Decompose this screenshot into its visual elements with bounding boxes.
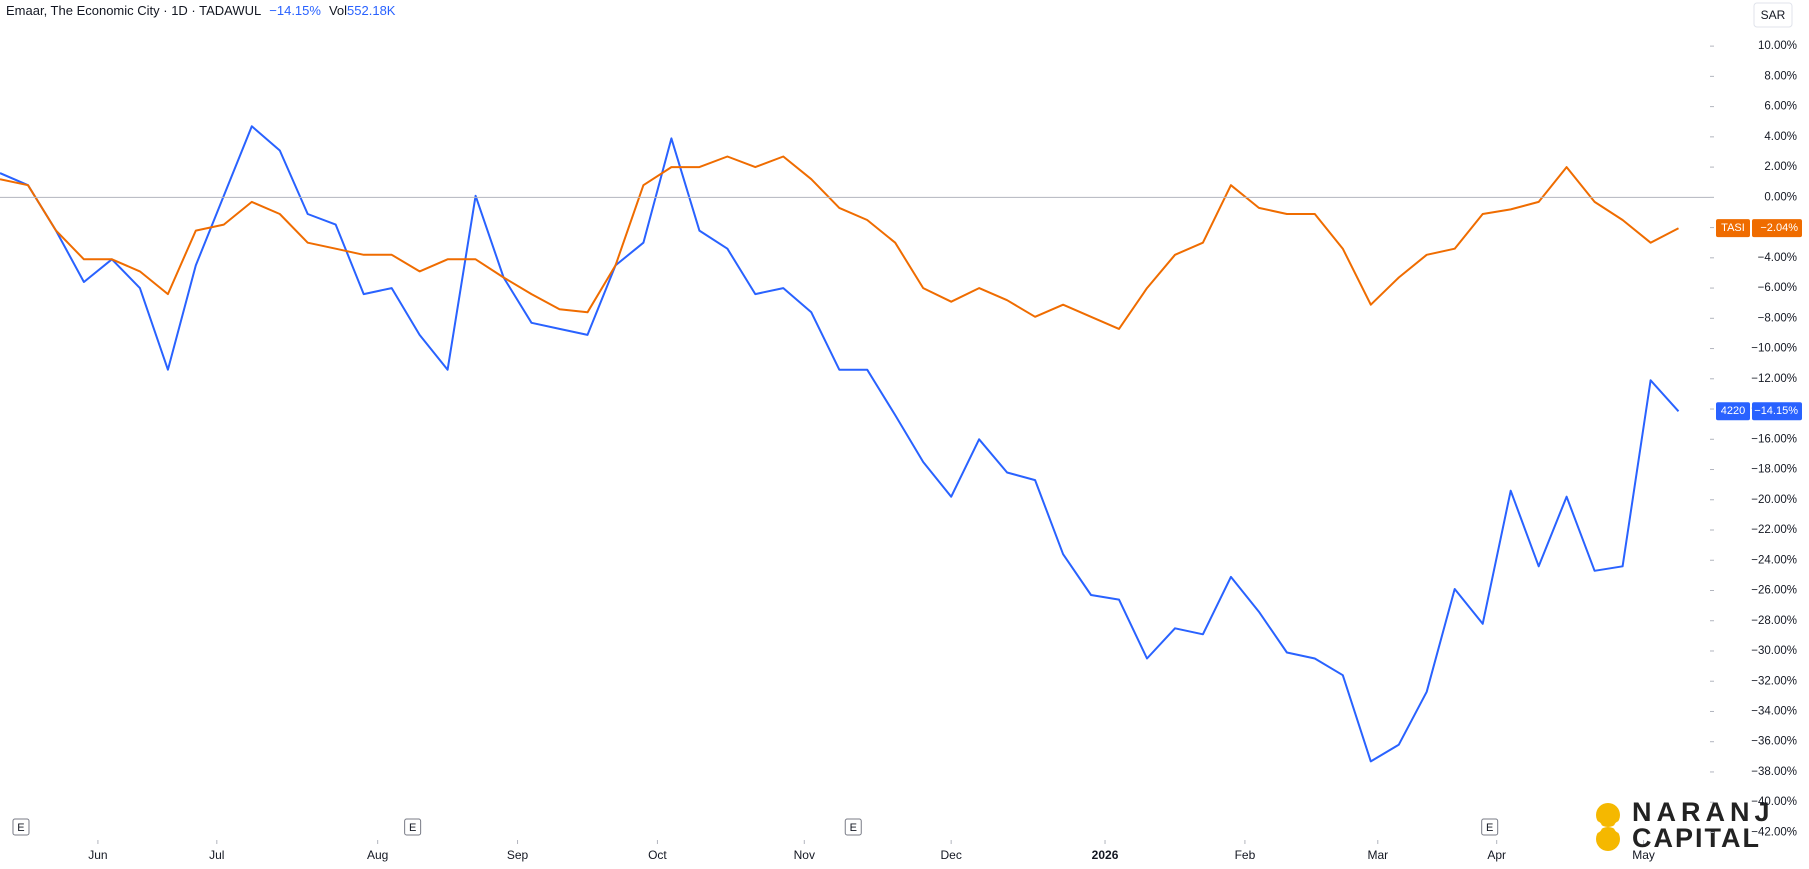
y-tick-label: −8.00% [1758, 312, 1797, 324]
logo-icon [1614, 821, 1626, 833]
y-tick-label: −26.00% [1751, 585, 1797, 597]
last-value: −2.04% [1760, 222, 1798, 234]
last-name: TASI [1721, 222, 1745, 234]
y-tick-label: −18.00% [1751, 464, 1797, 476]
logo-icon [1596, 803, 1620, 827]
x-tick-label: Dec [940, 848, 961, 862]
event-label: E [17, 822, 24, 834]
series-line [0, 155, 1679, 330]
x-tick-label: Oct [648, 848, 667, 862]
symbol: Emaar, The Economic City · 1D · TADAWUL [6, 3, 261, 18]
y-tick-label: −36.00% [1751, 736, 1797, 748]
y-tick-label: 8.00% [1764, 70, 1797, 82]
x-tick-label: 2026 [1092, 848, 1119, 862]
y-tick-label: −32.00% [1751, 675, 1797, 687]
logo-line1: NARANJ [1632, 797, 1775, 827]
y-tick-label: 0.00% [1764, 191, 1797, 203]
event-label: E [409, 822, 416, 834]
event-marker [12, 818, 30, 836]
y-tick-label: −6.00% [1758, 282, 1797, 294]
logo-line2: CAPITAL [1632, 823, 1761, 853]
event-label: E [1486, 822, 1493, 834]
event-marker [1481, 818, 1499, 836]
currency-box[interactable] [1753, 2, 1793, 28]
last-value-box [1752, 402, 1802, 421]
x-tick-label: May [1632, 848, 1655, 862]
last-value-box [1752, 219, 1802, 238]
series-line [0, 125, 1680, 763]
logo: NARANJ CAPITAL [1590, 797, 1775, 853]
y-tick-label: −24.00% [1751, 554, 1797, 566]
y-tick-label: 4.00% [1764, 131, 1797, 143]
y-tick-label: 10.00% [1758, 40, 1797, 52]
logo-icon [1590, 821, 1602, 833]
x-tick-label: Apr [1487, 848, 1506, 862]
y-tick-label: −20.00% [1751, 494, 1797, 506]
y-tick-label: −4.00% [1758, 252, 1797, 264]
last-value: −14.15% [1754, 405, 1798, 417]
x-tick-label: Nov [794, 848, 815, 862]
y-tick-label: −42.00% [1751, 826, 1797, 838]
vol-label: Vol [329, 3, 347, 18]
x-tick-label: Mar [1367, 848, 1388, 862]
y-tick-label: −38.00% [1751, 766, 1797, 778]
last-name: 4220 [1721, 405, 1745, 417]
x-tick-label: Jul [209, 848, 224, 862]
logo-icon [1596, 827, 1620, 851]
y-tick-label: −40.00% [1751, 796, 1797, 808]
y-tick-label: 6.00% [1764, 101, 1797, 113]
event-marker [404, 818, 422, 836]
y-tick-label: 2.00% [1764, 161, 1797, 173]
y-tick-label: −34.00% [1751, 705, 1797, 717]
y-tick-label: −22.00% [1751, 524, 1797, 536]
header: Emaar, The Economic City · 1D · TADAWUL −… [6, 3, 396, 18]
event-marker [844, 818, 862, 836]
x-tick-label: Sep [507, 848, 529, 862]
last-name-box [1716, 219, 1750, 238]
vol-value: 552.18K [347, 3, 396, 18]
y-tick-label: −12.00% [1751, 373, 1797, 385]
change: −14.15% [269, 3, 321, 18]
y-tick-label: −16.00% [1751, 433, 1797, 445]
x-tick-label: Feb [1235, 848, 1256, 862]
currency[interactable]: SAR [1761, 8, 1786, 22]
x-tick-label: Jun [88, 848, 107, 862]
x-tick-label: Aug [367, 848, 388, 862]
y-tick-label: −10.00% [1751, 343, 1797, 355]
last-name-box [1716, 402, 1750, 421]
y-tick-label: −30.00% [1751, 645, 1797, 657]
event-label: E [850, 822, 857, 834]
y-tick-label: −28.00% [1751, 615, 1797, 627]
